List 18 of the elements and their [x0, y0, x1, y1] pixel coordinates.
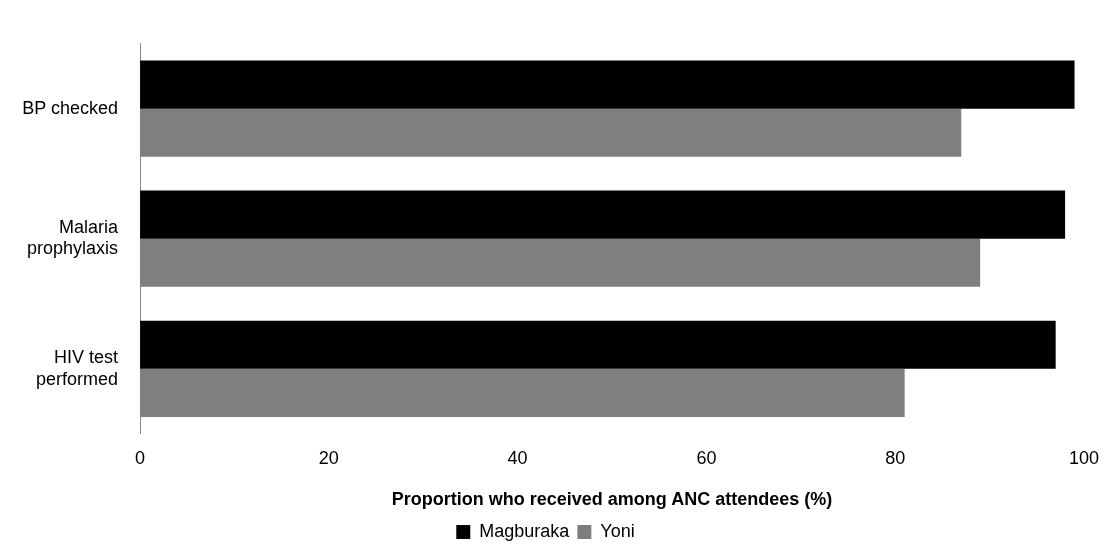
- legend-label: Yoni: [600, 520, 635, 541]
- y-tick-label: BP checked: [22, 97, 119, 118]
- bar: [140, 108, 962, 157]
- x-tick-label: 100: [1068, 447, 1100, 468]
- x-tick-label: 80: [885, 447, 906, 468]
- bar: [140, 238, 981, 287]
- bar: [140, 368, 905, 417]
- x-tick-label: 0: [135, 447, 146, 468]
- x-tick-label: 20: [318, 447, 339, 468]
- y-tick-label: HIV test performed: [36, 346, 119, 389]
- x-axis-title: Proportion who received among ANC attendees (%): [391, 489, 833, 510]
- legend-label: Magburaka: [479, 520, 571, 541]
- x-tick-label: 40: [507, 447, 528, 468]
- y-tick-label: Malaria prophylaxis: [27, 216, 120, 259]
- x-tick-label: 60: [696, 447, 717, 468]
- bar: [140, 190, 1066, 239]
- bar: [140, 320, 1056, 369]
- bar: [140, 60, 1075, 109]
